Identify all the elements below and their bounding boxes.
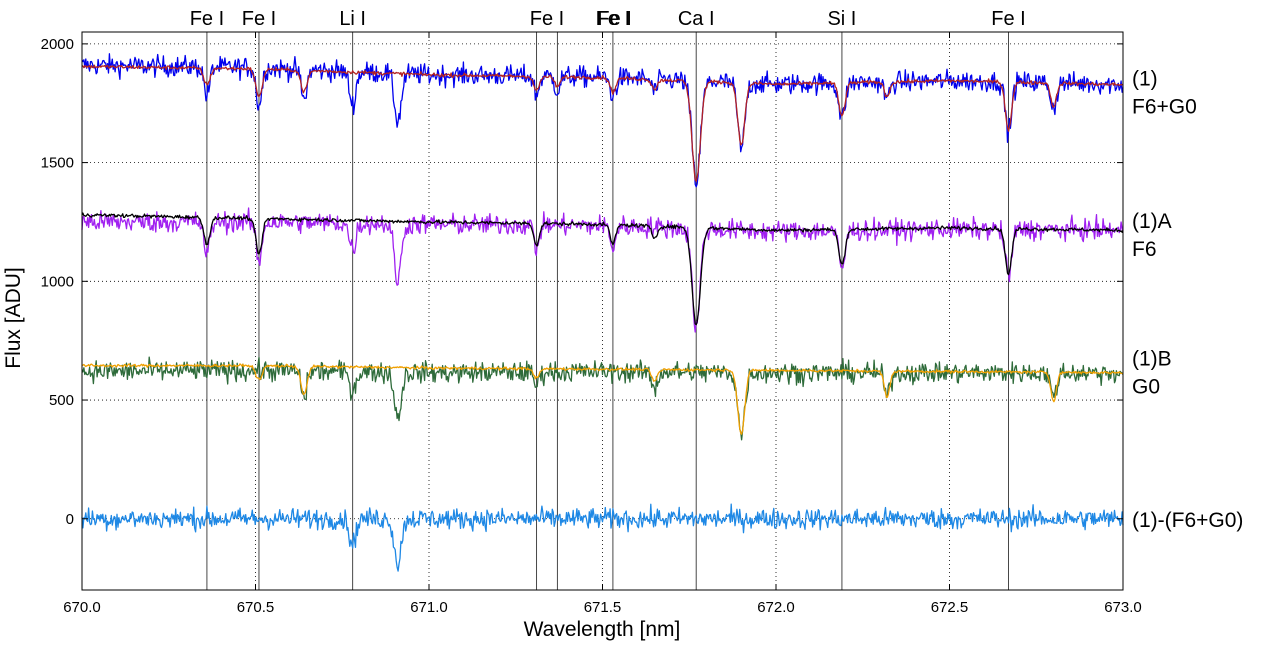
x-tick-label: 671.5 bbox=[584, 599, 622, 616]
spectral-line-label: Fe I bbox=[530, 8, 564, 30]
series-labels: (1) F6+G0 (1)A F6 (1)B G0 (1)-(F6+G0) bbox=[1132, 67, 1243, 531]
y-tick-label: 0 bbox=[66, 511, 74, 528]
series-label: (1)-(F6+G0) bbox=[1132, 509, 1243, 532]
series-label: F6 bbox=[1132, 238, 1157, 261]
spectral-line-label: Fe I bbox=[190, 8, 224, 30]
series-label: G0 bbox=[1132, 376, 1160, 399]
y-tick-label: 2000 bbox=[41, 36, 74, 53]
axis-ticks: 670.0 670.5 671.0 671.5 672.0 672.5 673.0 0 500 1… bbox=[41, 32, 1142, 616]
series-line bbox=[81, 64, 1124, 182]
y-tick-label: 1000 bbox=[41, 273, 74, 290]
spectral-line-markers bbox=[206, 32, 1009, 590]
spectral-line-label: Fe I bbox=[597, 8, 631, 30]
spectral-line-label: Fe I bbox=[242, 8, 276, 30]
x-tick-label: 672.5 bbox=[931, 599, 969, 616]
series-line bbox=[81, 363, 1124, 435]
series-line bbox=[81, 207, 1124, 333]
series-label: (1)A bbox=[1132, 210, 1172, 233]
x-tick-label: 670.0 bbox=[63, 599, 101, 616]
y-axis-label: Flux [ADU] bbox=[2, 267, 25, 369]
series-line bbox=[81, 212, 1124, 326]
spectral-line-label: Fe I bbox=[991, 8, 1025, 30]
x-tick-label: 673.0 bbox=[1104, 599, 1142, 616]
spectral-line-label: Ca I bbox=[678, 8, 715, 30]
series-label: (1)B bbox=[1132, 348, 1172, 371]
series-label: (1) bbox=[1132, 67, 1158, 90]
series-line bbox=[81, 503, 1124, 572]
series-label: F6+G0 bbox=[1132, 95, 1197, 118]
x-tick-label: 670.5 bbox=[237, 599, 275, 616]
spectral-line-label: Si I bbox=[827, 8, 856, 30]
y-tick-label: 1500 bbox=[41, 155, 74, 172]
x-tick-label: 672.0 bbox=[757, 599, 795, 616]
spectral-line-label: Li I bbox=[339, 8, 366, 30]
spectral-line-labels: Fe I Fe I Li I Fe I Fe I Ca I Si I Fe IFe I bbox=[190, 8, 1026, 30]
plot-frame bbox=[81, 31, 1124, 591]
y-tick-label: 500 bbox=[49, 392, 74, 409]
spectral-line-label: Fe I bbox=[596, 8, 630, 30]
x-tick-label: 671.0 bbox=[410, 599, 448, 616]
series-lines bbox=[81, 53, 1124, 572]
grid bbox=[81, 32, 1124, 590]
x-axis-label: Wavelength [nm] bbox=[524, 618, 681, 641]
